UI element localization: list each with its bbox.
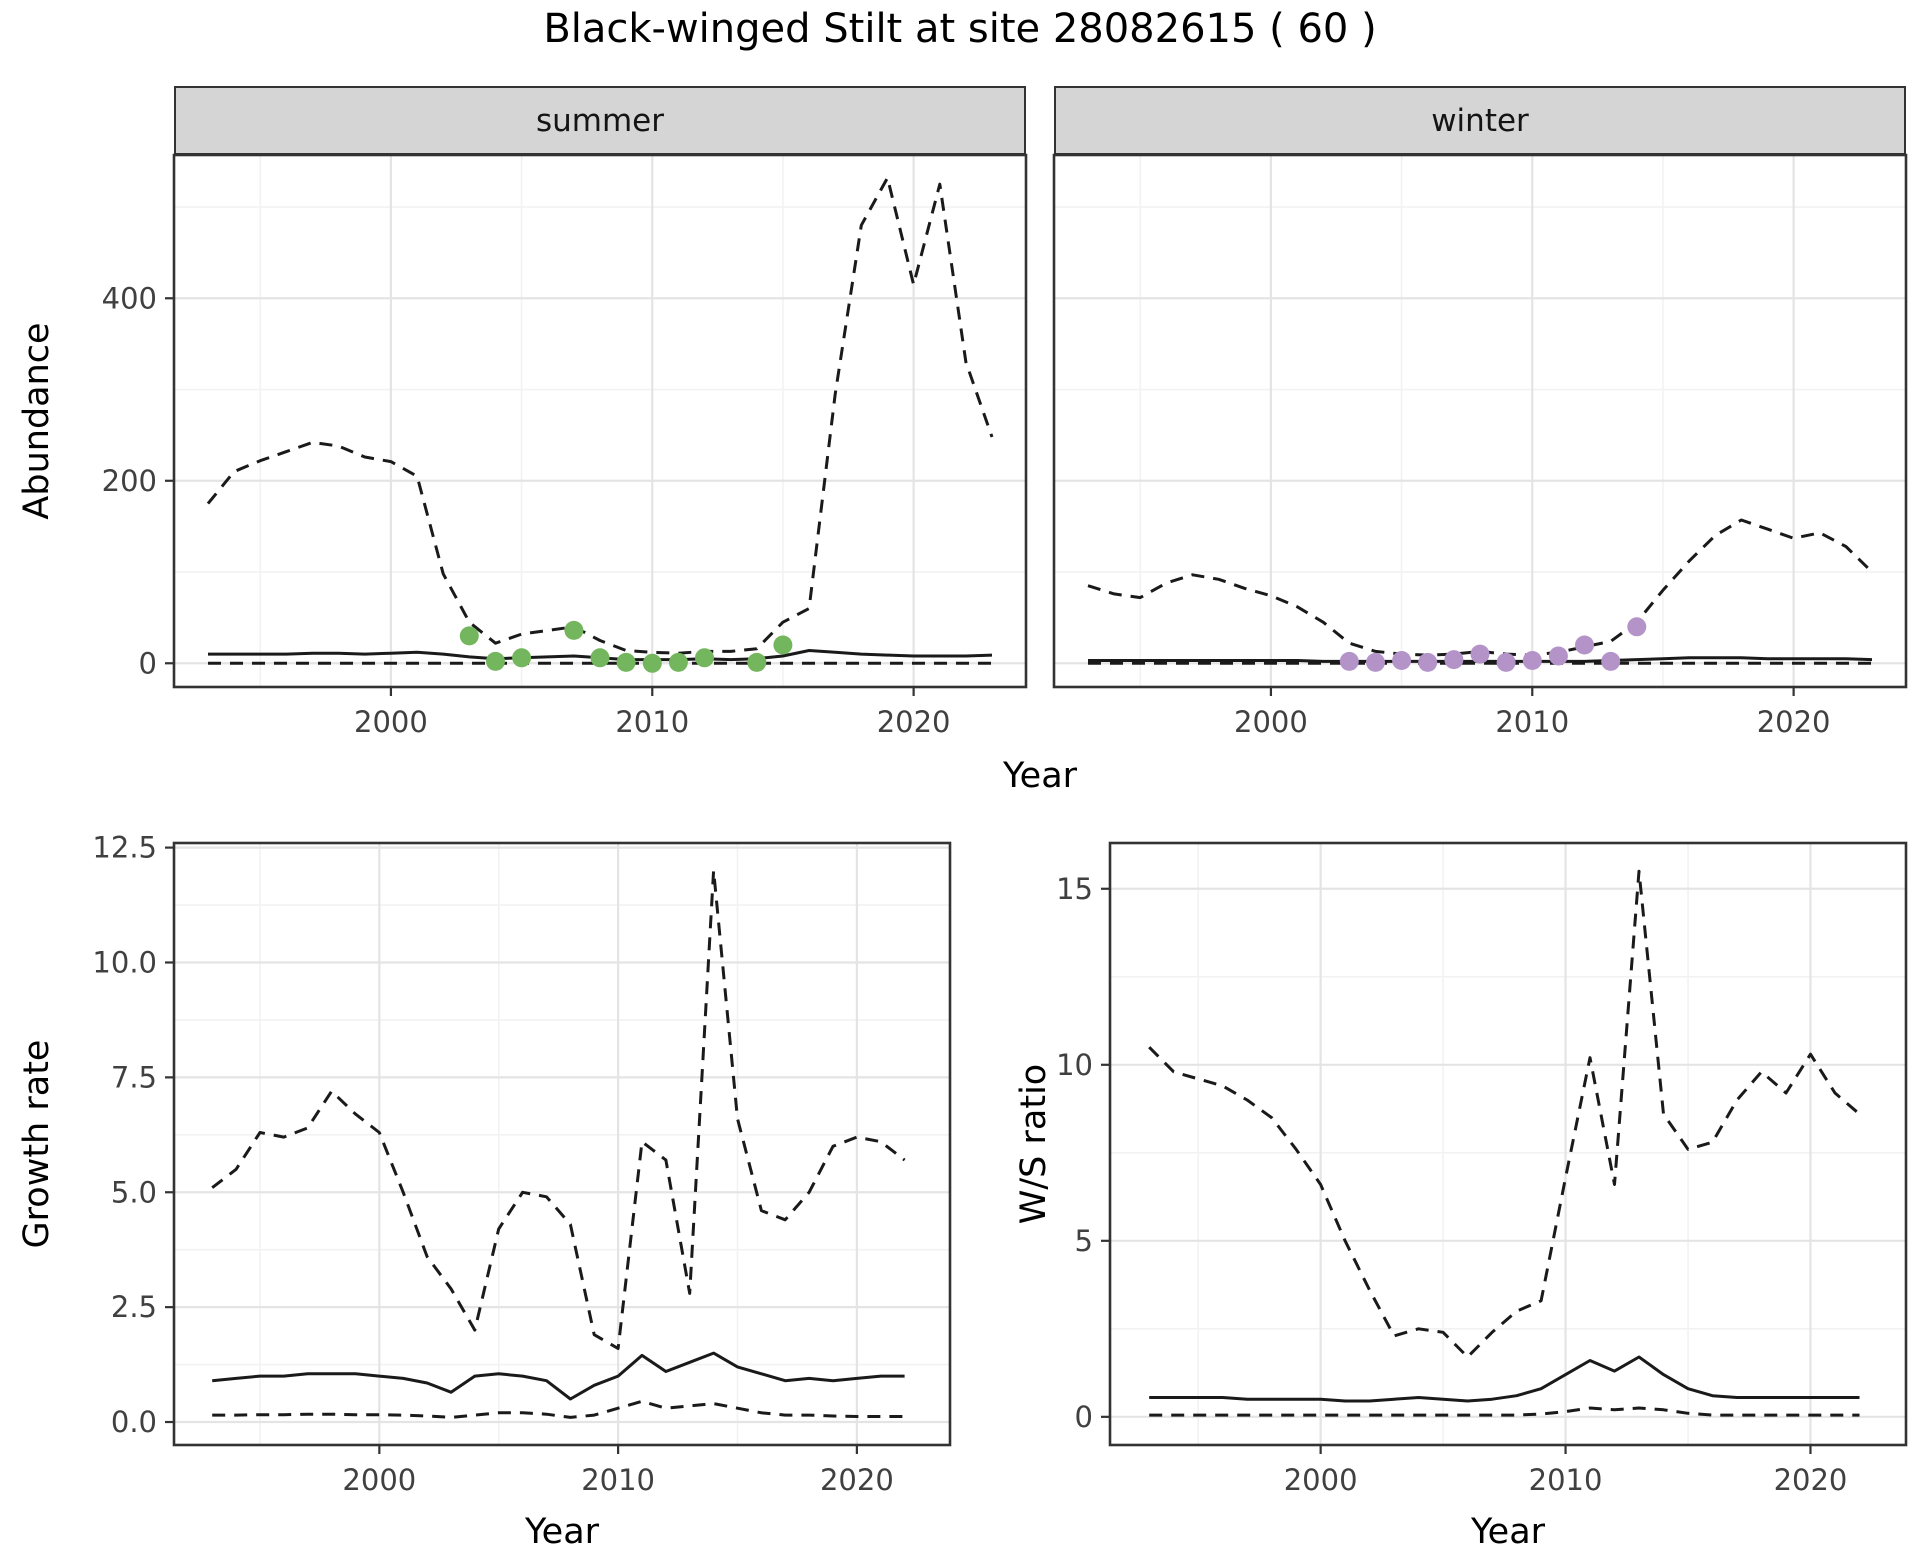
observation-point (1601, 651, 1621, 671)
upper-ci-line (211, 869, 906, 1350)
x-tick-label: 2010 (581, 1463, 655, 1497)
median-line (1149, 1355, 1860, 1403)
observation-point (747, 652, 767, 672)
x-tick-label: 2020 (877, 705, 951, 739)
y-axis-title-ws-ratio: W/S ratio (1014, 1063, 1054, 1225)
y-tick-label: 200 (102, 464, 157, 498)
y-tick-label: 2.5 (111, 1290, 157, 1324)
facet-strip-winter: winter (1054, 86, 1906, 155)
observation-point (695, 648, 714, 668)
y-tick-label: 0 (1075, 1400, 1093, 1434)
x-tick-label: 2010 (1495, 705, 1569, 739)
panel-background (174, 843, 950, 1445)
y-tick-label: 5 (1075, 1224, 1093, 1258)
x-tick-label: 2010 (615, 705, 689, 739)
x-axis-title-growth-rate: Year (524, 1512, 600, 1552)
facet-strip-summer-label: summer (535, 102, 664, 139)
observation-point (1392, 651, 1412, 670)
y-tick-label: 0.0 (111, 1405, 157, 1439)
y-tick-label: 12.5 (92, 831, 157, 865)
observation-point (590, 648, 610, 668)
observation-point (1444, 650, 1464, 670)
y-axis-title-growth-rate: Growth rate (17, 1039, 57, 1249)
panel-background (174, 155, 1026, 687)
panel-background (1110, 843, 1906, 1445)
panel-summer: 2000 2010 2020 0 200 400 (102, 153, 1028, 739)
x-tick-label: 2000 (354, 705, 428, 739)
lower-ci-line (1149, 1406, 1860, 1417)
observation-point (1627, 617, 1647, 637)
y-tick-label: 10.0 (92, 945, 157, 979)
observation-point (459, 626, 479, 646)
observation-point (1522, 651, 1542, 670)
panel-winter: 2000 2010 2020 (1052, 153, 1908, 739)
y-tick-label: 10 (1056, 1048, 1093, 1082)
y-axis-title-abundance: Abundance (17, 322, 57, 520)
panel-border (172, 153, 1028, 689)
x-tick-label: 2000 (342, 1463, 416, 1497)
observation-point (642, 653, 662, 673)
observation-point (1339, 651, 1359, 671)
y-tick-label: 0 (139, 646, 157, 680)
y-tick-label: 5.0 (111, 1175, 157, 1209)
observation-point (1366, 652, 1385, 672)
x-axis-title-top: Year (1002, 756, 1078, 796)
median-line (212, 1351, 905, 1401)
panel-border (1108, 841, 1908, 1447)
observation-point (486, 651, 505, 671)
facet-strip-summer: summer (174, 86, 1026, 155)
x-tick-label: 2000 (1234, 705, 1308, 739)
observation-point (773, 635, 793, 655)
observation-point (1418, 652, 1438, 672)
observation-point (512, 648, 532, 668)
panel-border (172, 841, 952, 1447)
y-tick-label: 7.5 (111, 1060, 157, 1094)
chart-title: Black-winged Stilt at site 28082615 ( 60… (543, 6, 1377, 52)
x-axis-title-ws-ratio: Year (1470, 1512, 1546, 1552)
x-tick-label: 2020 (820, 1463, 894, 1497)
x-tick-label: 2020 (1774, 1463, 1848, 1497)
observation-point (1548, 646, 1568, 666)
panel-growth_rate: 2000 2010 2020 0.0 2.5 5.0 7.5 10.0 12.5 (92, 831, 952, 1497)
y-tick-label: 15 (1056, 872, 1093, 906)
lower-ci-line (212, 1399, 905, 1419)
upper-ci-line (1148, 869, 1861, 1359)
upper-ci-line (1087, 518, 1874, 657)
observation-point (616, 652, 636, 672)
x-tick-label: 2000 (1284, 1463, 1358, 1497)
y-tick-label: 400 (102, 281, 157, 315)
observation-point (668, 652, 688, 672)
observation-point (564, 620, 584, 640)
facet-strip-winter-label: winter (1431, 102, 1529, 139)
upper-ci-line (206, 176, 994, 655)
x-tick-label: 2010 (1529, 1463, 1603, 1497)
observation-point (1470, 644, 1490, 664)
panel-ws_ratio: 2000 2010 2020 0 5 10 15 (1056, 841, 1908, 1497)
panel-background (1054, 155, 1906, 687)
observation-point (1496, 652, 1516, 672)
observation-point (1575, 635, 1594, 655)
x-tick-label: 2020 (1757, 705, 1831, 739)
panel-border (1052, 153, 1908, 689)
